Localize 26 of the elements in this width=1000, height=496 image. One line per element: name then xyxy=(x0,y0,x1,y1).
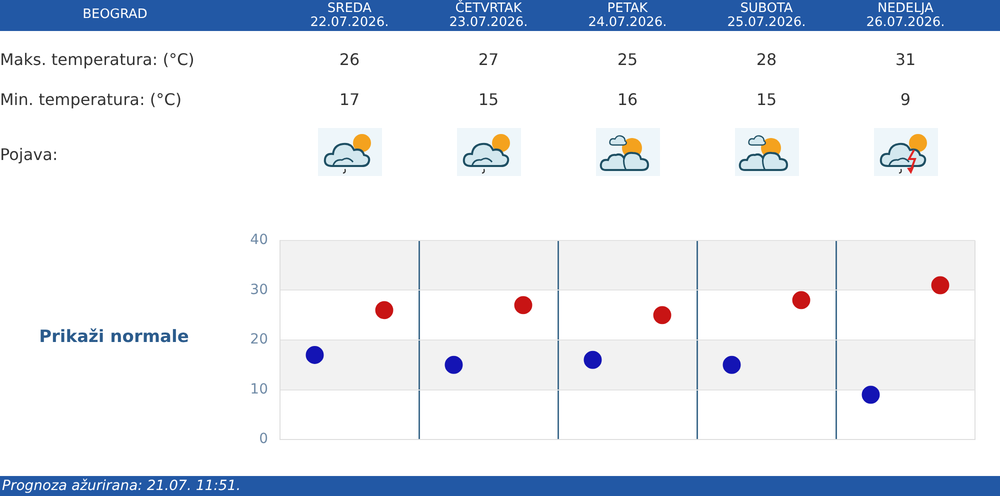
y-tick-label: 10 xyxy=(250,381,268,398)
text: BEOGRAD xyxy=(82,7,148,23)
data-label: 9 xyxy=(899,90,912,110)
category-label: ČETVRTAK 23.07.2026. xyxy=(448,1,529,30)
data-label: 17 xyxy=(338,90,361,110)
y-tick-label: 0 xyxy=(259,431,268,448)
y-tick-label: 20 xyxy=(250,332,268,348)
data-label: 27 xyxy=(477,50,500,70)
category-label: SUBOTA 25.07.2026. xyxy=(726,1,807,30)
data-label: 31 xyxy=(894,50,917,70)
data-label: 16 xyxy=(616,90,639,110)
data-label: 25 xyxy=(616,50,639,70)
data-label: 26 xyxy=(338,50,361,70)
data-label: 28 xyxy=(755,50,778,70)
category-label: PETAK 24.07.2026. xyxy=(587,1,668,30)
y-tick-label: 30 xyxy=(250,282,268,298)
category-label: NEDELJA 26.07.2026. xyxy=(865,1,946,30)
data-label: 15 xyxy=(755,90,778,110)
text: Pojava: xyxy=(0,145,58,165)
text: Min. temperatura: (°C) xyxy=(0,90,182,110)
y-tick-label: 40 xyxy=(250,232,268,248)
text: Maks. temperatura: (°C) xyxy=(0,50,194,70)
data-label: 15 xyxy=(477,90,500,110)
text: Prognoza ažurirana: 21.07. 11:51. xyxy=(2,477,241,495)
category-label: SREDA 22.07.2026. xyxy=(309,1,390,30)
text: Prikaži normale xyxy=(38,326,190,348)
